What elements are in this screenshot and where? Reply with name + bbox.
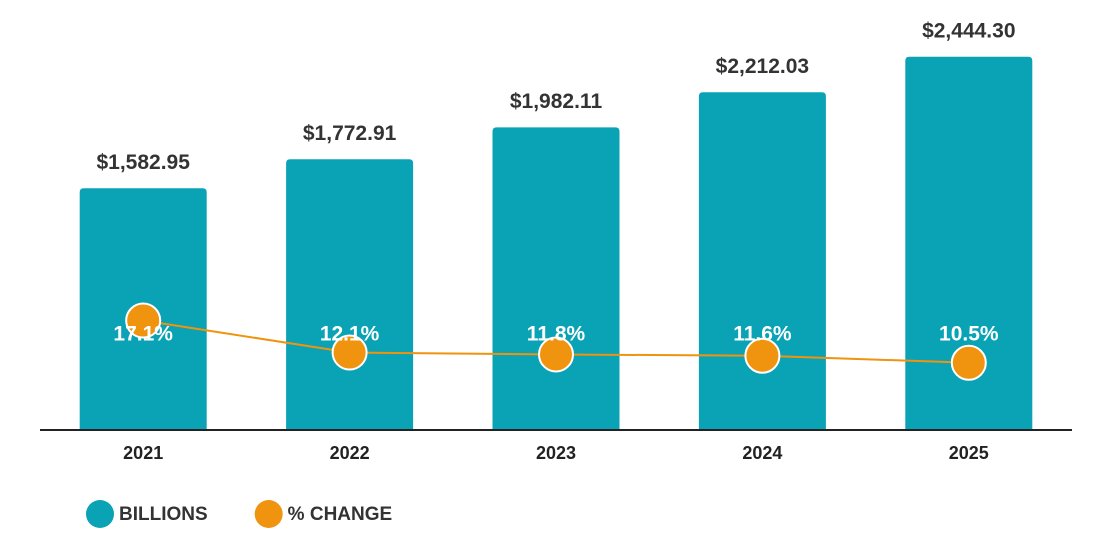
line-point [125,302,162,339]
percent-label: 17.1% [113,323,173,346]
bar [698,92,826,430]
legend-marker [86,500,114,528]
x-tick-label: 2023 [536,443,576,463]
bar-value-label: $1,982.11 [510,90,603,113]
x-tick-label: 2025 [949,443,989,463]
percent-label: 11.8% [527,323,586,346]
x-tick-label: 2024 [742,443,782,463]
line-point [744,337,781,374]
bar-value-label: $2,212.03 [716,55,809,78]
line-point [331,334,368,371]
bar-value-label: $1,772.91 [303,122,397,145]
line-point [538,336,574,373]
bar [905,56,1033,430]
percent-label: 10.5% [939,323,999,346]
x-tick-label: 2022 [330,443,370,463]
x-tick-label: 2021 [123,443,163,463]
percent-label: 12.1% [320,323,380,346]
percent-label: 11.6% [733,323,792,346]
bar-value-label: $1,582.95 [96,151,190,174]
bar [286,159,414,430]
legend-marker [254,500,283,528]
legend-label: % CHANGE [288,504,393,525]
bar [492,127,620,431]
bar-value-label: $2,444.30 [922,19,1015,42]
legend-label: BILLIONS [119,504,208,525]
line-point [950,344,987,381]
